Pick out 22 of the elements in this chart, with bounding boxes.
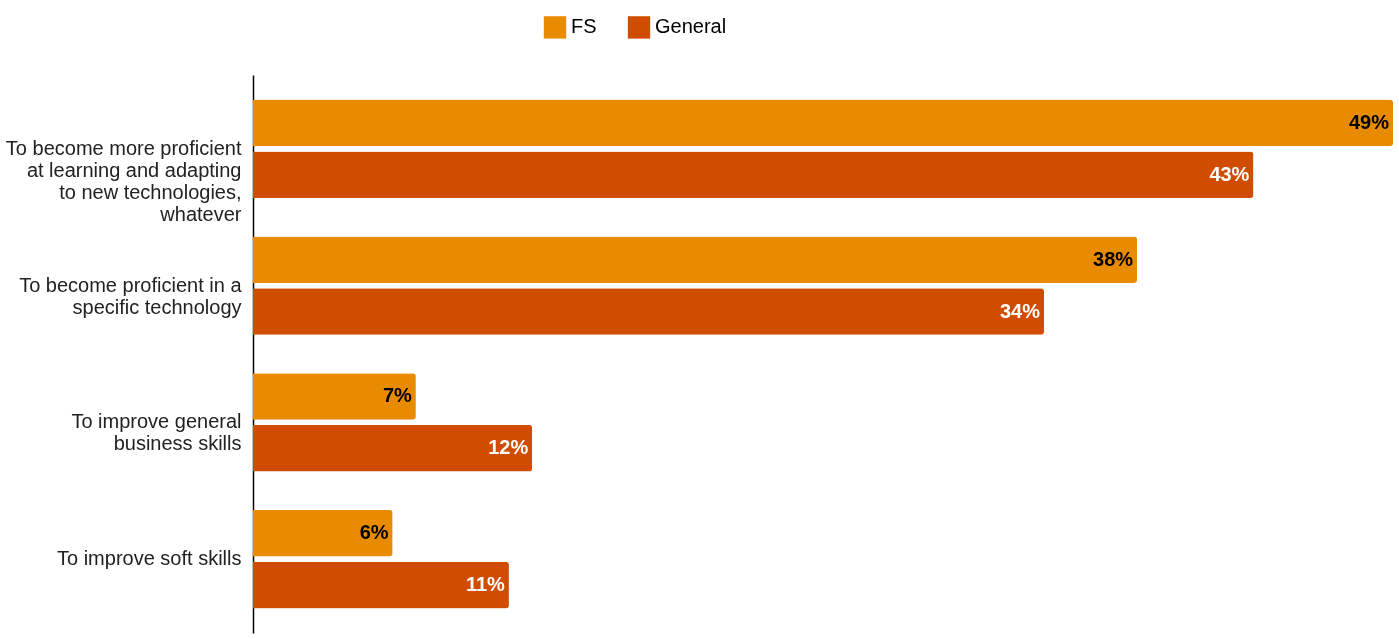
data-label: 49%: [1348, 110, 1390, 133]
y-tick-label: To improve general business skills: [71, 410, 242, 455]
bar: [253, 509, 393, 557]
bar: [253, 236, 1138, 284]
data-label: 7%: [382, 384, 413, 407]
y-tick-label: To become more proficient at learning and adapting to new technologies, whatever: [5, 136, 242, 225]
data-label: 6%: [359, 521, 389, 544]
legend-label: General: [655, 15, 727, 38]
bar: [253, 99, 1393, 147]
y-tick-label: To improve soft skills: [57, 547, 242, 570]
y-tick-label: To become proficient in a specific technology: [19, 273, 243, 318]
bar: [253, 373, 416, 420]
bar: [253, 424, 533, 472]
data-label: 11%: [465, 573, 506, 596]
data-label: 38%: [1093, 247, 1134, 270]
legend-label: FS: [571, 15, 597, 38]
bar: [253, 151, 1254, 199]
data-label: 43%: [1209, 162, 1250, 185]
data-label: 34%: [999, 299, 1041, 322]
bar: [253, 288, 1045, 335]
bar: [253, 561, 509, 609]
data-label: 12%: [488, 436, 529, 459]
